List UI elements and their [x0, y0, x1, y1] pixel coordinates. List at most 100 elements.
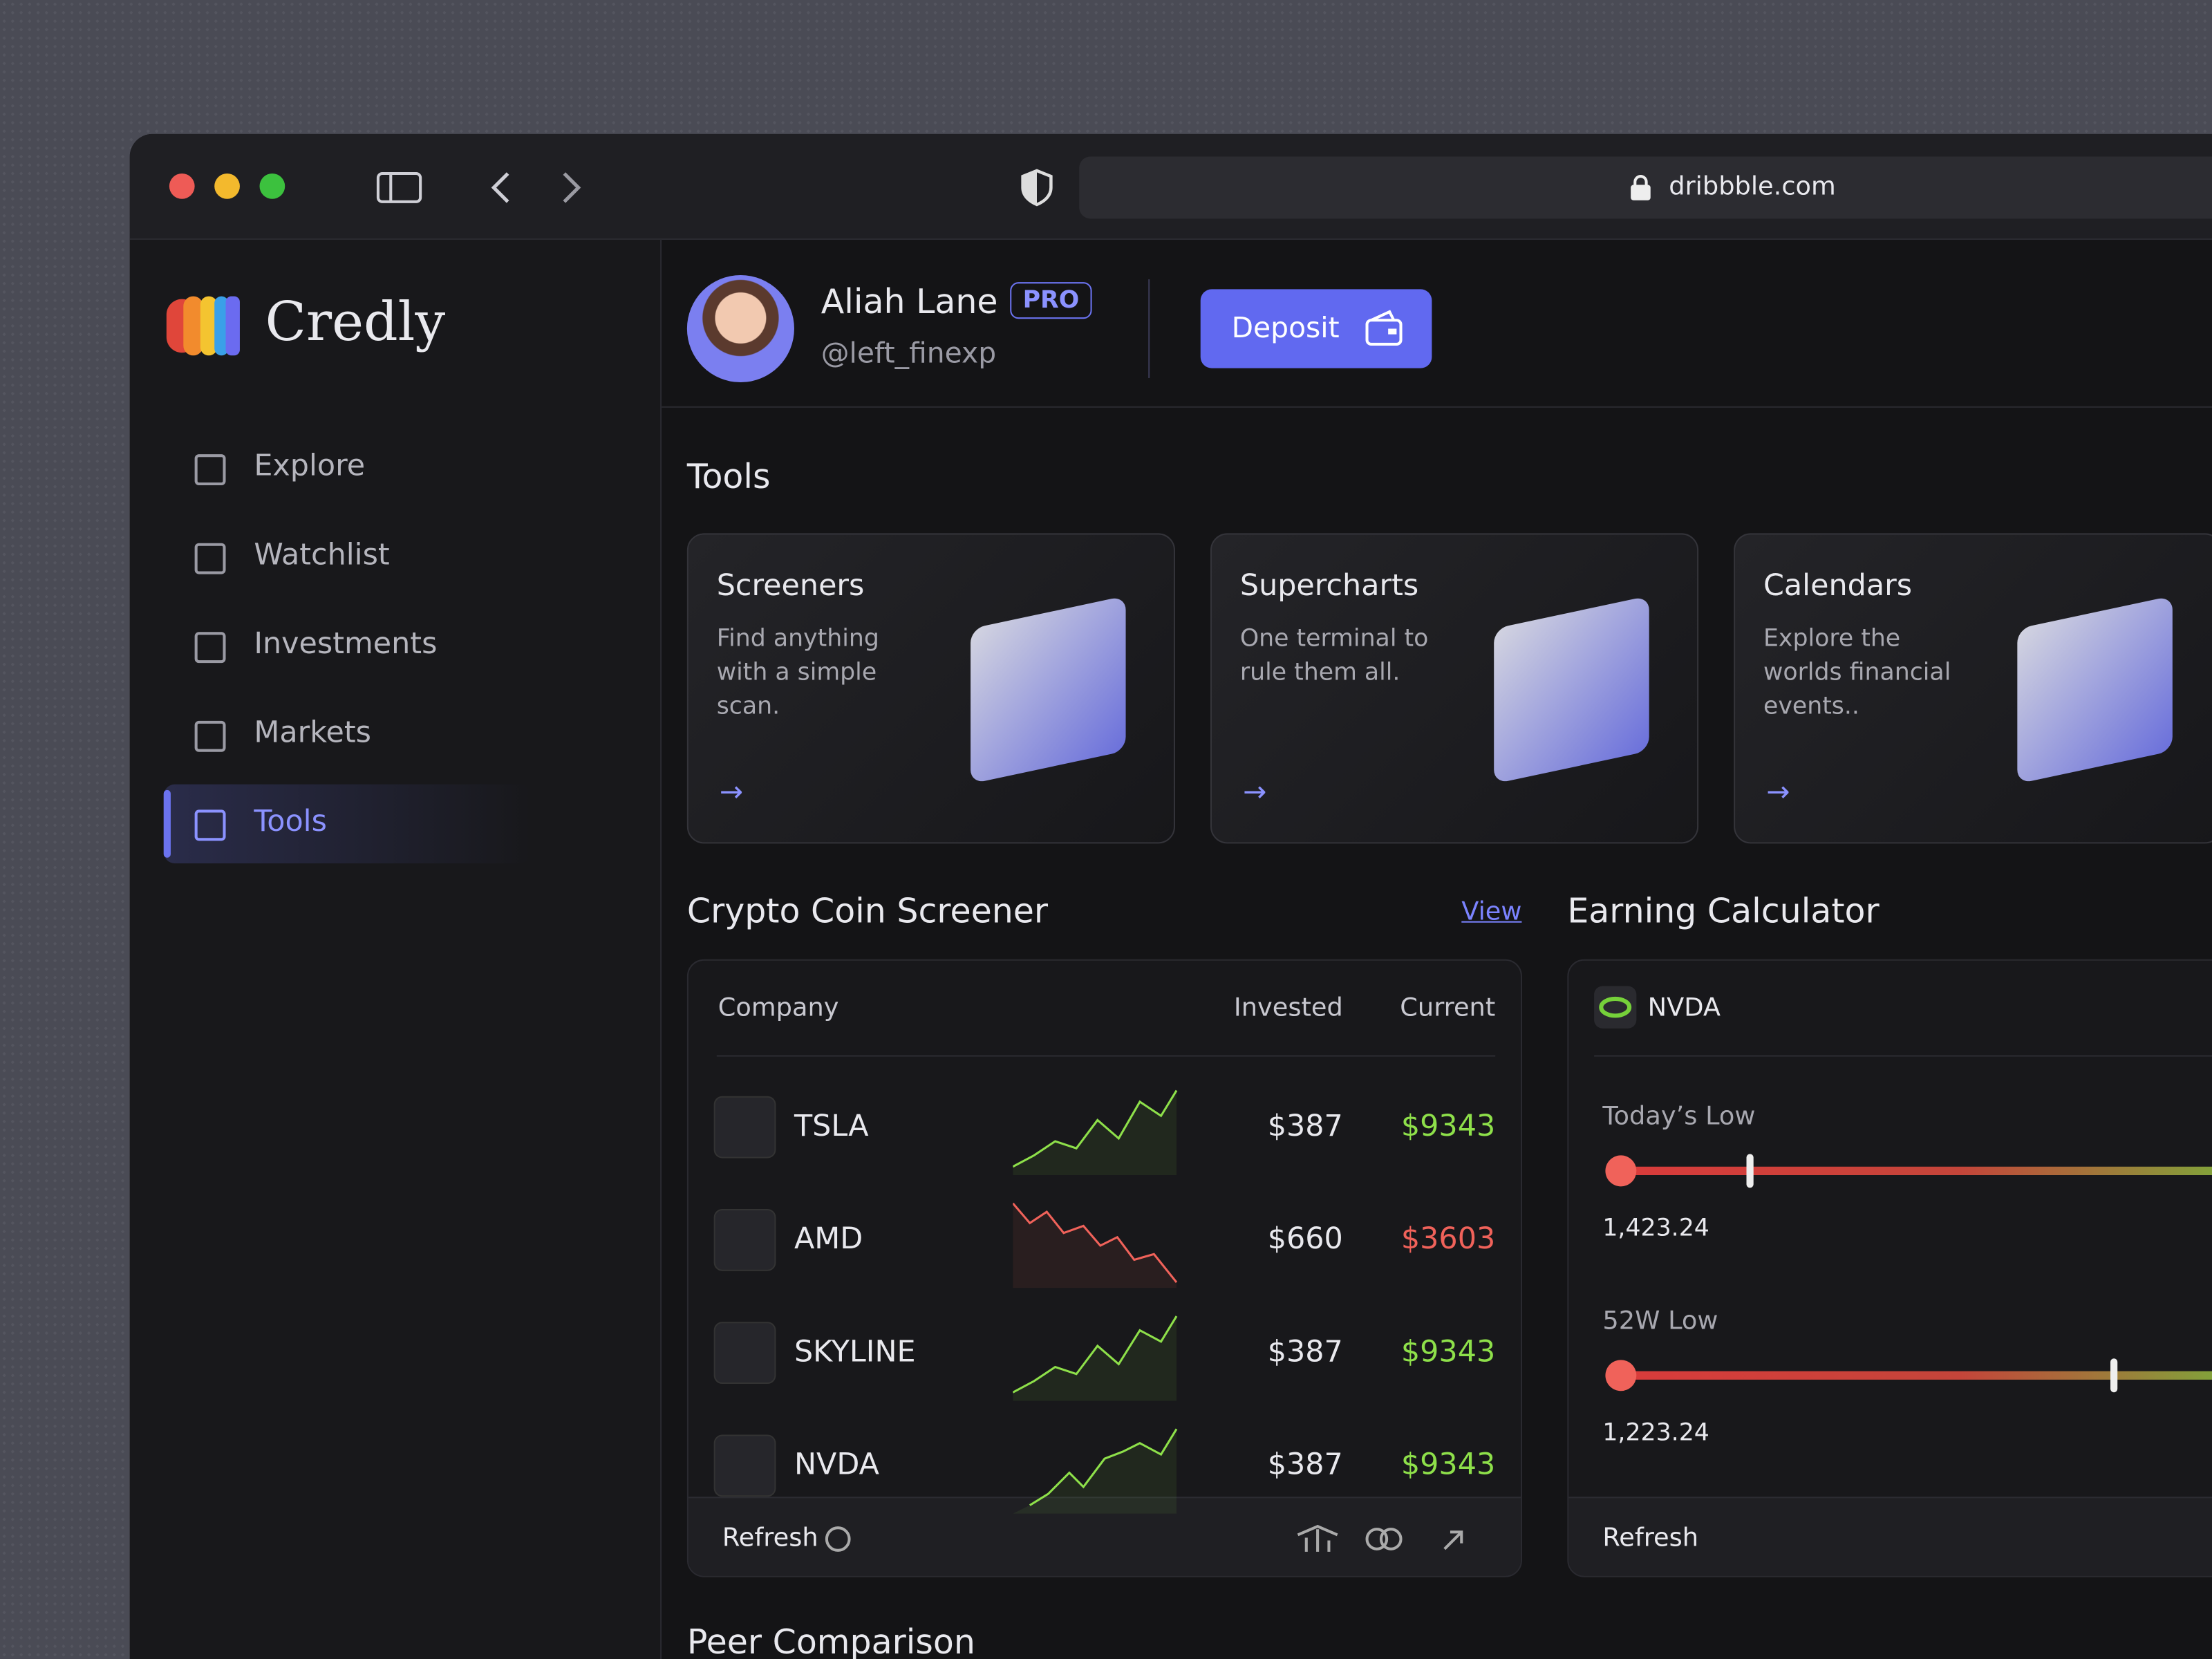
- pro-badge: PRO: [1010, 282, 1092, 319]
- tool-arrow: →: [719, 774, 744, 809]
- company-logo: [713, 1322, 776, 1385]
- range-track: [1619, 1166, 2212, 1175]
- tool-description: One terminal to rule them all.: [1239, 625, 1429, 687]
- user-name: Aliah Lane: [821, 282, 998, 322]
- logo: [166, 296, 240, 356]
- invested: $387: [1267, 1109, 1343, 1143]
- header-rule: [716, 1055, 1496, 1057]
- toolbar-icons[interactable]: [370, 165, 596, 210]
- nav-label: Explore: [254, 448, 366, 482]
- peer-title: Peer Comparison: [686, 1622, 975, 1659]
- url: dribbble.com: [1669, 171, 1836, 202]
- range-knob[interactable]: [1746, 1154, 1754, 1188]
- sparkline: [1013, 1089, 1178, 1175]
- tool-illustration: [1494, 595, 1649, 785]
- nav-item[interactable]: Investments: [164, 607, 531, 686]
- lock-icon: [1631, 175, 1651, 200]
- divider: [1148, 279, 1150, 378]
- close[interactable]: [169, 174, 195, 199]
- user-handle: @left_finexp: [821, 335, 997, 370]
- header-rule: [1594, 1055, 2212, 1057]
- nav-icon: [194, 632, 226, 664]
- calculator-title: Earning Calculator: [1567, 891, 1880, 931]
- range-start: [1605, 1360, 1637, 1391]
- company-logo: [713, 1096, 776, 1159]
- nav-label: Markets: [254, 715, 372, 749]
- range-knob[interactable]: [2110, 1358, 2118, 1393]
- current: $9343: [1400, 1334, 1496, 1369]
- deposit-label: Deposit: [1231, 310, 1340, 344]
- refresh[interactable]: Refresh: [1602, 1524, 1699, 1553]
- tool-card[interactable]: Calendars Explore the worlds financial ev…: [1734, 533, 2212, 844]
- tool-arrow: →: [1242, 774, 1267, 809]
- main: Aliah Lane PRO @left_finexp Deposit Tool…: [662, 240, 2212, 1659]
- invested: $387: [1267, 1334, 1343, 1369]
- avatar: [686, 274, 794, 383]
- tool-arrow: →: [1766, 774, 1790, 809]
- panel-footer: Refresh: [688, 1497, 1522, 1576]
- current: $9343: [1400, 1447, 1496, 1481]
- tool-card[interactable]: Screeners Find anything with a simple sca…: [686, 533, 1175, 844]
- range-track: [1619, 1371, 2212, 1380]
- ticker: NVDA: [794, 1447, 879, 1481]
- sidebar: Credly Explore Watchlist Investments Market…: [129, 239, 662, 1659]
- refresh[interactable]: Refresh: [722, 1524, 818, 1553]
- company-logo: [713, 1434, 776, 1497]
- ticker: AMD: [794, 1221, 863, 1256]
- sparkline: [1013, 1428, 1178, 1514]
- calc-ticker: NVDA: [1647, 993, 1721, 1023]
- tool-description: Find anything with a simple scan.: [716, 625, 879, 721]
- screener-panel: Refresh Company Invested Current TSLA $387 $9…: [686, 959, 1523, 1577]
- deposit-button[interactable]: Deposit: [1200, 289, 1432, 368]
- tool-card[interactable]: Supercharts One terminal to rule them all…: [1210, 533, 1699, 844]
- nav-item[interactable]: Markets: [164, 695, 531, 774]
- column-header: Invested: [1233, 993, 1343, 1023]
- nav-label: Watchlist: [254, 537, 390, 572]
- active-bar: [163, 789, 171, 858]
- minimize[interactable]: [214, 174, 240, 199]
- tool-title: Calendars: [1763, 568, 1913, 603]
- titlebar: dribbble.com: [129, 133, 2212, 240]
- tool-title: Supercharts: [1239, 568, 1419, 603]
- footer-icons[interactable]: [824, 1524, 1522, 1555]
- nav-icon: [194, 454, 226, 486]
- tool-title: Screeners: [716, 568, 865, 603]
- view-link[interactable]: View: [1461, 897, 1522, 927]
- range-start: [1605, 1155, 1637, 1187]
- tool-illustration: [971, 595, 1126, 785]
- company-logo: [713, 1208, 776, 1271]
- address-bar[interactable]: dribbble.com: [1079, 156, 2212, 219]
- tool-description: Explore the worlds financial events..: [1763, 625, 1951, 721]
- ticker: SKYLINE: [794, 1334, 916, 1369]
- range-label: 52W Low: [1602, 1306, 1718, 1336]
- brand: Credly: [265, 290, 446, 353]
- range-value: 1,423.24: [1602, 1215, 1709, 1243]
- screener-title: Crypto Coin Screener: [686, 891, 1049, 931]
- nav-item[interactable]: Explore: [164, 429, 531, 507]
- tools-title: Tools: [686, 457, 771, 497]
- sparkline: [1013, 1315, 1178, 1401]
- nav-icon: [194, 809, 226, 841]
- invested: $387: [1267, 1447, 1343, 1481]
- nvda-logo: [1594, 986, 1637, 1029]
- panel-footer: Refresh: [1568, 1497, 2212, 1576]
- wallet-icon: [1365, 310, 1403, 346]
- header-border: [662, 406, 2212, 408]
- ticker: TSLA: [794, 1109, 869, 1143]
- current: $3603: [1400, 1221, 1496, 1256]
- nav-icon: [194, 720, 226, 752]
- range-value: 1,223.24: [1602, 1419, 1709, 1447]
- nav-item[interactable]: Tools: [163, 784, 531, 863]
- maximize[interactable]: [259, 174, 285, 199]
- browser-window: dribbble.com Credly Explore Watchlist Inve…: [129, 133, 2212, 1659]
- sparkline: [1013, 1202, 1178, 1288]
- column-header: Current: [1400, 993, 1496, 1023]
- nav-item[interactable]: Watchlist: [164, 518, 531, 597]
- current: $9343: [1400, 1109, 1496, 1143]
- column-header[interactable]: Company: [718, 993, 839, 1023]
- nav-label: Tools: [254, 804, 327, 838]
- shield-icon: [1021, 169, 1053, 207]
